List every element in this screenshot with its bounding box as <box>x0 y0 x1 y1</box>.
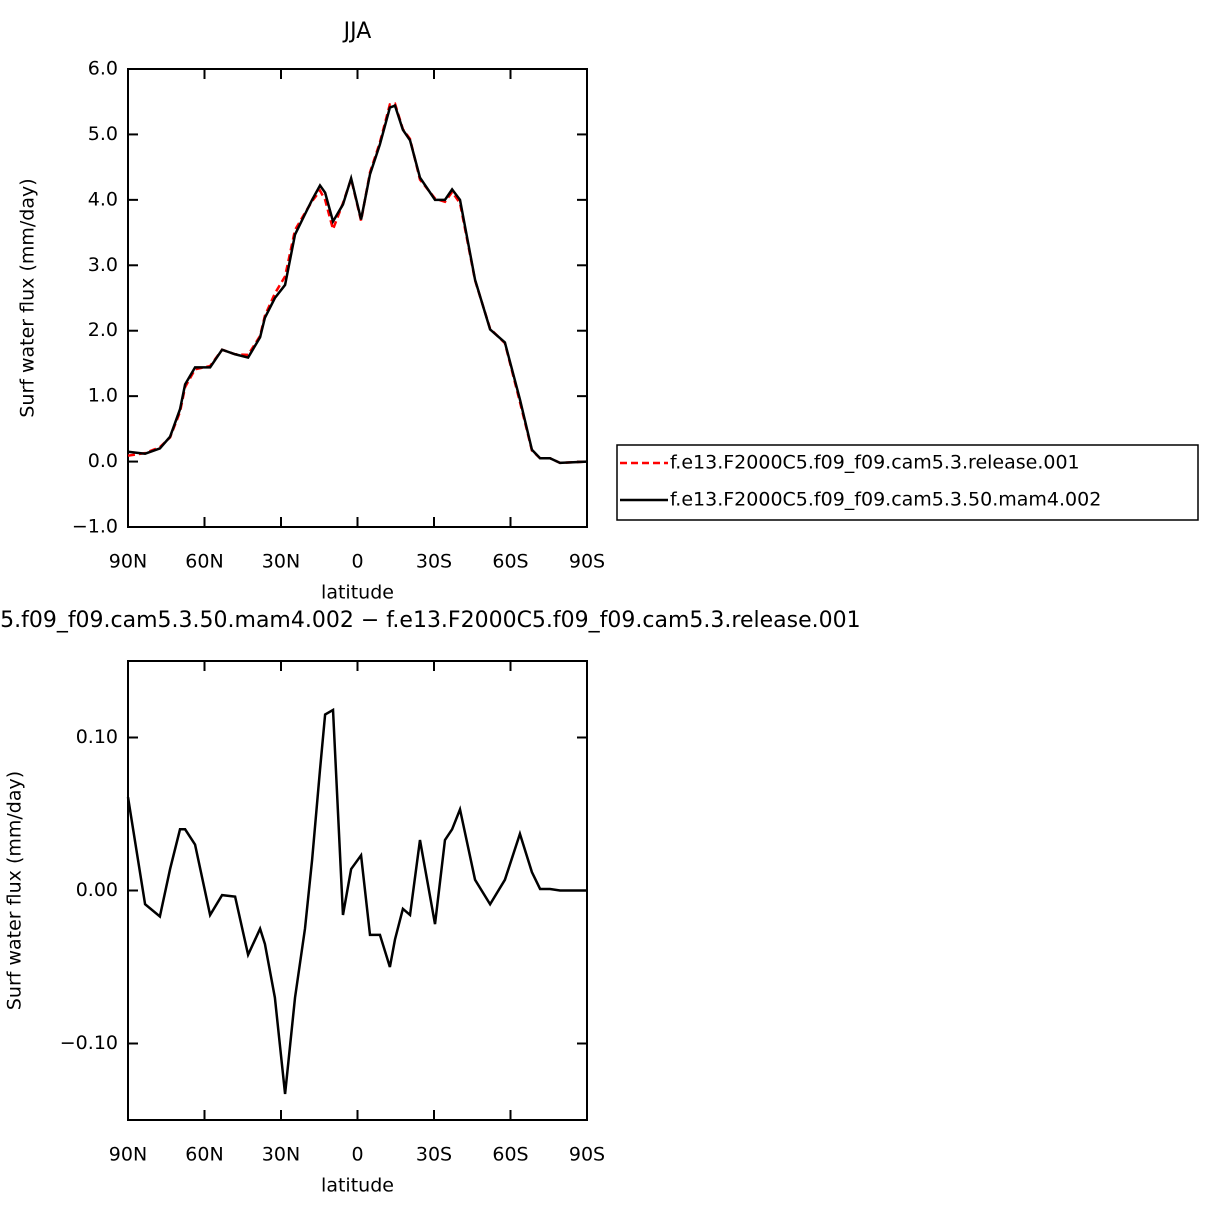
data-line <box>127 104 588 465</box>
y-tick-label: 0.0 <box>88 450 118 472</box>
chart-title: JJA <box>342 19 372 44</box>
y-tick-label: 0.00 <box>76 879 118 901</box>
y-axis-label: Surf water flux (mm/day) <box>4 771 26 1010</box>
plot-frame <box>127 660 588 1121</box>
legend-box <box>616 444 1199 521</box>
y-tick-label: 1.0 <box>88 385 118 407</box>
x-tick-label: 90S <box>569 551 605 573</box>
legend-label: f.e13.F2000C5.f09_f09.cam5.3.release.001 <box>670 452 1080 474</box>
y-tick-label: 0.10 <box>76 726 118 748</box>
x-tick-label: 60S <box>492 551 528 573</box>
x-tick-label: 60S <box>492 1144 528 1166</box>
x-tick-label: 90N <box>109 1144 147 1166</box>
y-tick-label: 6.0 <box>88 58 118 80</box>
x-tick-label: 30S <box>416 1144 452 1166</box>
y-axis-label: Surf water flux (mm/day) <box>17 178 39 417</box>
y-tick-label: −0.10 <box>60 1032 118 1054</box>
legend-label: f.e13.F2000C5.f09_f09.cam5.3.50.mam4.002 <box>670 489 1101 511</box>
x-tick-label: 90S <box>569 1144 605 1166</box>
x-tick-label: 60N <box>185 1144 223 1166</box>
data-line <box>127 102 588 465</box>
x-tick-label: 0 <box>351 1144 363 1166</box>
x-tick-label: 0 <box>351 551 363 573</box>
x-axis-label: latitude <box>321 1175 394 1197</box>
x-tick-label: 30N <box>262 1144 300 1166</box>
x-axis-label: latitude <box>321 582 394 604</box>
x-tick-label: 60N <box>185 551 223 573</box>
y-tick-label: 4.0 <box>88 188 118 210</box>
chart-title: f.e13.F2000C5.f09_f09.cam5.3.50.mam4.002… <box>0 608 861 633</box>
x-tick-label: 90N <box>109 551 147 573</box>
y-tick-label: −1.0 <box>72 516 118 538</box>
plot-frame <box>127 68 588 528</box>
y-tick-label: 2.0 <box>88 319 118 341</box>
y-tick-label: 5.0 <box>88 123 118 145</box>
x-tick-label: 30S <box>416 551 452 573</box>
y-tick-label: 3.0 <box>88 254 118 276</box>
data-line <box>126 707 587 1095</box>
x-tick-label: 30N <box>262 551 300 573</box>
